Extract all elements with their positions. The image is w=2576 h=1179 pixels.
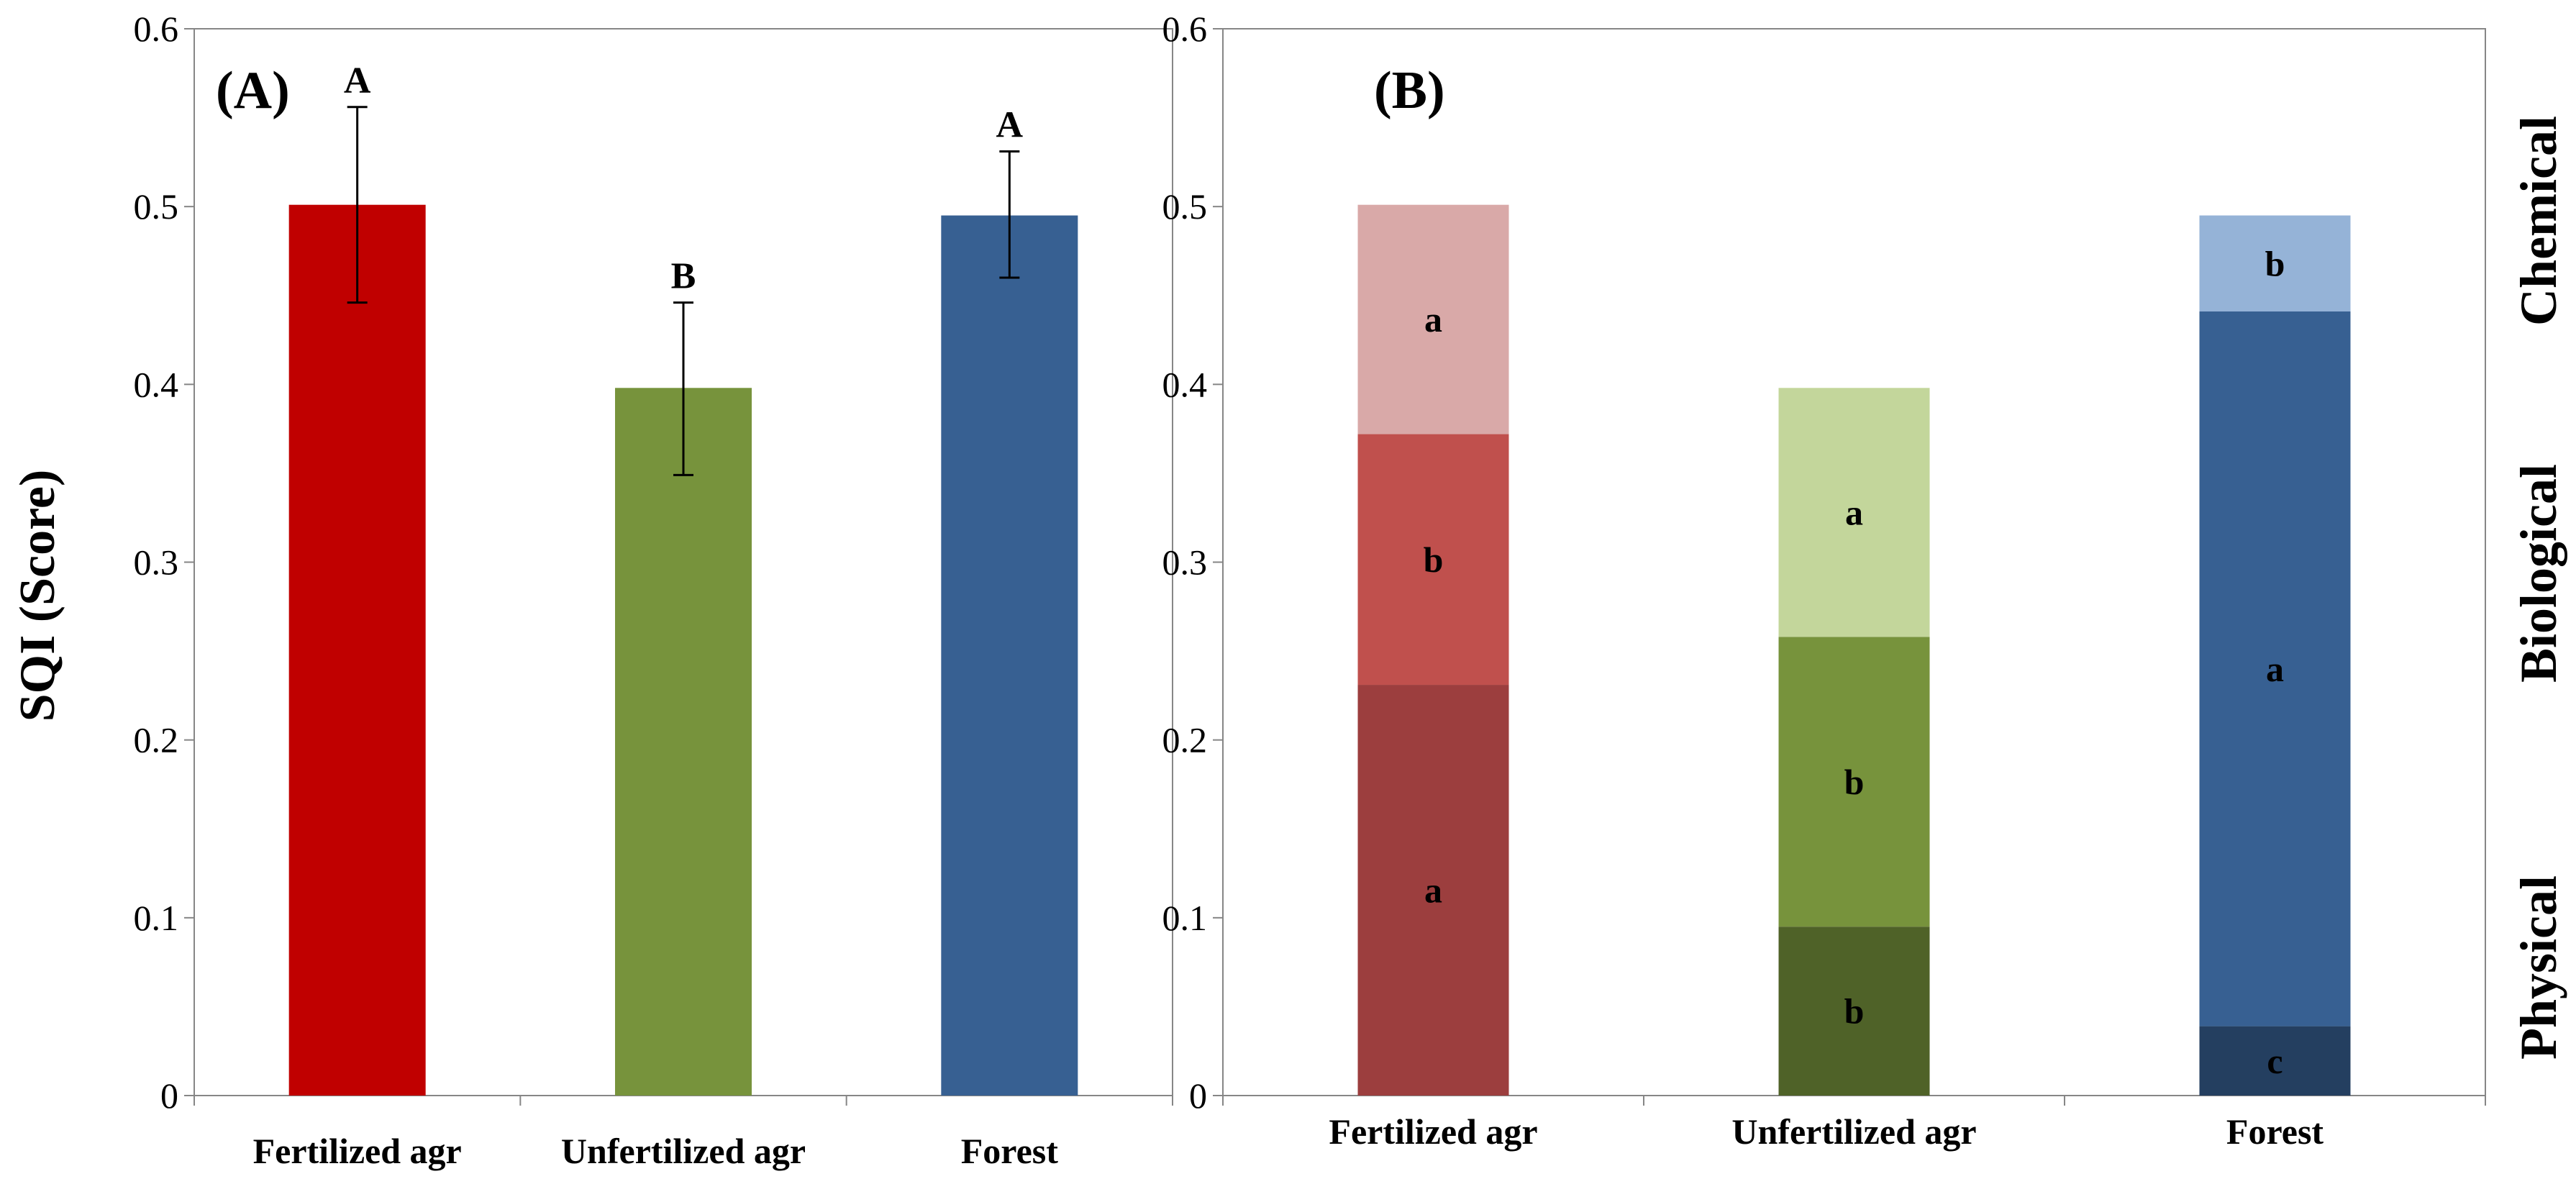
y-tick-label: 0.6 — [134, 9, 179, 49]
stacked-segment-1 — [1357, 685, 1509, 1096]
side-label-physical: Physical — [2510, 875, 2567, 1060]
panel-a-label: (A) — [216, 61, 290, 120]
x-category-label: Forest — [961, 1131, 1058, 1171]
segment-letter: a — [1845, 492, 1863, 532]
segment-letter: a — [1424, 870, 1442, 911]
y-tick-label: 0.3 — [134, 542, 179, 583]
y-tick-label: 0.5 — [1162, 186, 1208, 227]
segment-letter: b — [1844, 991, 1865, 1032]
panel-b: 0 0.1 0.2 0.3 0.4 0.5 0.6 Fertilized agr Unferti… — [1162, 9, 2486, 1152]
y-tick-label: 0.2 — [134, 720, 179, 760]
x-category-label: Unfertilized agr — [1731, 1111, 1976, 1152]
panel-a: SQI (Score) 0 0.1 0.2 0.3 0.4 0.5 0.6 Fertilize… — [10, 9, 1173, 1171]
segment-letter: a — [2266, 649, 2284, 689]
stacked-segment-2 — [1778, 637, 1930, 927]
stacked-segment-1 — [1778, 927, 1930, 1096]
stacked-segment-3 — [1778, 388, 1930, 637]
segment-letter: a — [1424, 299, 1442, 340]
segment-letter: b — [1844, 762, 1865, 802]
y-tick-label: 0.5 — [134, 186, 179, 227]
bar-2 — [615, 388, 752, 1096]
side-label-chemical: Chemical — [2510, 116, 2567, 326]
stacked-segment-2 — [2199, 311, 2351, 1026]
stacked-segment-1 — [2199, 1026, 2351, 1096]
segment-letter: b — [2265, 243, 2285, 283]
y-tick-label: 0.1 — [1162, 898, 1208, 938]
y-tick-label: 0.1 — [134, 898, 179, 938]
y-tick-label: 0.3 — [1162, 542, 1208, 583]
panel-a-y-axis-label: SQI (Score) — [10, 470, 65, 722]
y-tick-label: 0.6 — [1162, 9, 1208, 49]
x-category-label: Forest — [2226, 1111, 2324, 1152]
stacked-segment-3 — [2199, 215, 2351, 311]
significance-letter: B — [671, 256, 696, 297]
stacked-segment-2 — [1357, 434, 1509, 686]
bar-3 — [941, 215, 1078, 1096]
significance-letter: A — [996, 105, 1024, 146]
x-category-label: Fertilized agr — [253, 1131, 462, 1171]
y-tick-label: 0.4 — [134, 364, 179, 404]
stacked-segment-3 — [1357, 204, 1509, 434]
panel-b-side-labels: Physical Biological Chemical — [2510, 116, 2567, 1060]
y-tick-label: 0.2 — [1162, 720, 1208, 760]
y-tick-label: 0.4 — [1162, 364, 1208, 404]
segment-letter: b — [1424, 540, 1444, 580]
y-tick-label: 0 — [1189, 1075, 1207, 1116]
panel-b-label: (B) — [1374, 61, 1445, 120]
segment-letter: c — [2267, 1041, 2283, 1081]
x-category-label: Fertilized agr — [1329, 1111, 1537, 1152]
y-tick-label: 0 — [160, 1075, 178, 1116]
x-category-label: Unfertilized agr — [561, 1131, 806, 1171]
significance-letter: A — [344, 60, 371, 101]
side-label-biological: Biological — [2510, 464, 2567, 683]
bar-1 — [288, 204, 426, 1096]
